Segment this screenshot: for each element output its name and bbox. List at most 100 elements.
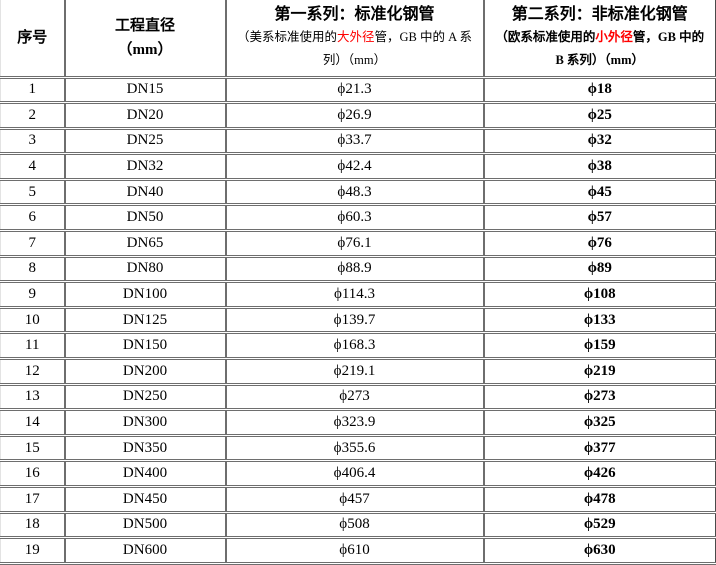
table-row: 11 DN150 ϕ168.3 ϕ159 [0,332,716,361]
series2-diameter-cell: ϕ32 [482,128,716,156]
series2-diameter-cell: ϕ89 [482,256,716,284]
series2-diameter-cell: ϕ38 [482,153,716,181]
table-row: 18 DN500 ϕ508 ϕ529 [0,512,716,540]
series1-diameter-cell: ϕ508 [224,512,484,540]
series1-diameter-cell: ϕ323.9 [224,409,484,437]
table-row: 19 DN600 ϕ610 ϕ630 [0,537,716,565]
serial-number-cell: 7 [0,230,65,258]
series1-diameter-cell: ϕ219.1 [224,358,484,386]
series2-diameter-cell: ϕ529 [482,512,716,540]
col-header-series2: 第二系列：非标准化钢管 （欧系标准使用的小外径管，GB 中的 B 系列）（mm） [482,0,716,79]
series2-diameter-cell: ϕ76 [482,230,716,258]
series1-diameter-cell: ϕ60.3 [224,204,484,233]
series1-diameter-cell: ϕ42.4 [224,153,484,181]
series2-diameter-cell: ϕ325 [482,409,716,437]
serial-number-cell: 4 [0,153,65,181]
series2-diameter-cell: ϕ25 [482,102,716,130]
table-row: 4 DN32 ϕ42.4 ϕ38 [0,153,716,181]
series1-diameter-cell: ϕ48.3 [224,179,484,207]
series1-diameter-cell: ϕ33.7 [224,128,484,156]
serial-number-cell: 9 [0,281,65,309]
serial-number-cell: 15 [0,435,65,463]
series2-diameter-cell: ϕ159 [482,332,716,361]
series1-sub-prefix: （美系标准使用的 [236,30,337,45]
col-header-dn-unit: （mm） [117,41,173,58]
series1-diameter-cell: ϕ114.3 [224,281,484,309]
series2-sub-prefix: （欧系标准使用的 [495,30,596,45]
dn-size-cell: DN100 [63,281,226,309]
dn-size-cell: DN20 [63,102,226,130]
series1-diameter-cell: ϕ406.4 [224,460,484,488]
dn-size-cell: DN600 [63,537,226,565]
dn-size-cell: DN40 [63,179,226,207]
series2-diameter-cell: ϕ57 [482,204,716,233]
table-row: 2 DN20 ϕ26.9 ϕ25 [0,102,716,130]
serial-number-cell: 1 [0,77,65,105]
series1-diameter-cell: ϕ88.9 [224,256,484,284]
serial-number-cell: 17 [0,486,65,514]
series2-diameter-cell: ϕ108 [482,281,716,309]
serial-number-cell: 2 [0,102,65,130]
table-row: 1 DN15 ϕ21.3 ϕ18 [0,77,716,105]
dn-size-cell: DN65 [63,230,226,258]
col-header-series1: 第一系列：标准化钢管 （美系标准使用的大外径管，GB 中的 A 系列）（mm） [224,0,484,79]
dn-size-cell: DN350 [63,435,226,463]
dn-size-cell: DN25 [63,128,226,156]
serial-number-cell: 6 [0,204,65,233]
dn-size-cell: DN300 [63,409,226,437]
dn-size-cell: DN200 [63,358,226,386]
table-row: 6 DN50 ϕ60.3 ϕ57 [0,204,716,233]
col-header-series2-title: 第二系列：非标准化钢管 [511,6,688,24]
serial-number-cell: 13 [0,384,65,412]
series2-diameter-cell: ϕ478 [482,486,716,514]
serial-number-cell: 8 [0,256,65,284]
table-row: 9 DN100 ϕ114.3 ϕ108 [0,281,716,309]
serial-number-cell: 12 [0,358,65,386]
table-row: 10 DN125 ϕ139.7 ϕ133 [0,307,716,335]
col-header-series1-title: 第一系列：标准化钢管 [274,6,435,24]
table-row: 14 DN300 ϕ323.9 ϕ325 [0,409,716,437]
table-row: 17 DN450 ϕ457 ϕ478 [0,486,716,514]
table-row: 3 DN25 ϕ33.7 ϕ32 [0,128,716,156]
header-row: 序号 工程直径 （mm） 第一系列：标准化钢管 （美系标准使用的大外径管，GB … [0,0,716,79]
dn-size-cell: DN50 [63,204,226,233]
table-row: 5 DN40 ϕ48.3 ϕ45 [0,179,716,207]
serial-number-cell: 19 [0,537,65,565]
serial-number-cell: 16 [0,460,65,488]
table-row: 8 DN80 ϕ88.9 ϕ89 [0,256,716,284]
series1-diameter-cell: ϕ168.3 [224,332,484,361]
serial-number-cell: 14 [0,409,65,437]
col-header-series1-subtitle: （美系标准使用的大外径管，GB 中的 A 系列）（mm） [233,26,477,72]
table-row: 13 DN250 ϕ273 ϕ273 [0,384,716,412]
serial-number-cell: 3 [0,128,65,156]
series1-diameter-cell: ϕ355.6 [224,435,484,463]
dn-size-cell: DN125 [63,307,226,335]
series2-diameter-cell: ϕ45 [482,179,716,207]
series1-sub-highlight: 大外径 [336,30,375,45]
series2-diameter-cell: ϕ133 [482,307,716,335]
serial-number-cell: 18 [0,512,65,540]
dn-size-cell: DN250 [63,384,226,412]
dn-size-cell: DN400 [63,460,226,488]
table-row: 16 DN400 ϕ406.4 ϕ426 [0,460,716,488]
series2-sub-suffix: 管，GB 中的 B 系列）（mm） [555,30,705,68]
dn-size-cell: DN15 [63,77,226,105]
serial-number-cell: 11 [0,332,65,361]
col-header-series2-subtitle: （欧系标准使用的小外径管，GB 中的 B 系列）（mm） [491,26,710,72]
table-row: 12 DN200 ϕ219.1 ϕ219 [0,358,716,386]
series2-diameter-cell: ϕ18 [482,77,716,105]
col-header-dn-label: 工程直径 [114,17,175,34]
series1-diameter-cell: ϕ139.7 [224,307,484,335]
series1-diameter-cell: ϕ76.1 [224,230,484,258]
series2-diameter-cell: ϕ630 [482,537,716,565]
series2-diameter-cell: ϕ377 [482,435,716,463]
series1-diameter-cell: ϕ457 [224,486,484,514]
series1-diameter-cell: ϕ26.9 [224,102,484,130]
col-header-engineering-diameter: 工程直径 （mm） [63,0,226,79]
series2-sub-highlight: 小外径 [595,30,633,45]
col-header-index-label: 序号 [17,29,48,46]
dn-size-cell: DN32 [63,153,226,181]
dn-size-cell: DN450 [63,486,226,514]
series2-diameter-cell: ϕ273 [482,384,716,412]
